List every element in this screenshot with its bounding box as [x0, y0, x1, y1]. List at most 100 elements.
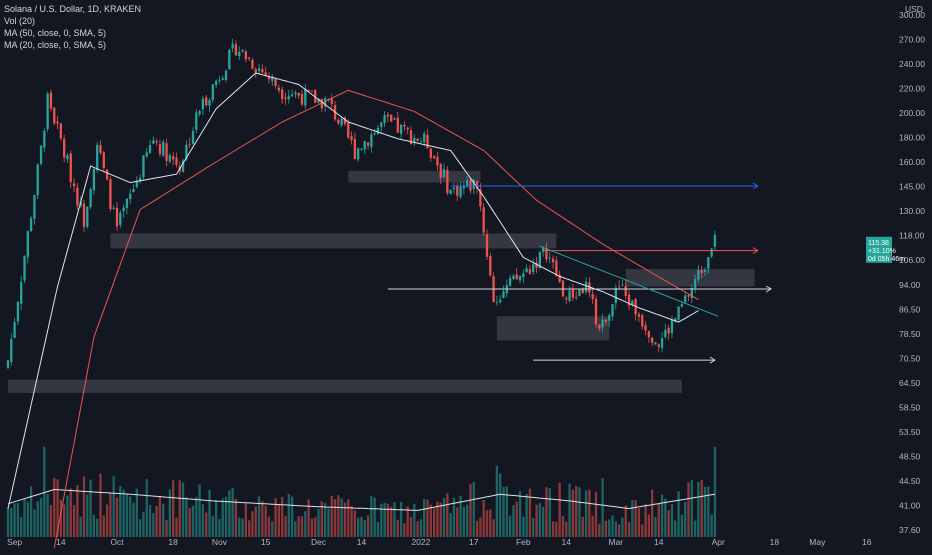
candle-body: [343, 117, 347, 124]
zone-0: [110, 233, 557, 249]
time-tick-label: Sep: [7, 537, 22, 547]
volume-bar: [119, 486, 122, 537]
time-tick-label: Oct: [110, 537, 124, 547]
candle-body: [423, 133, 426, 143]
candle-body: [66, 155, 69, 160]
time-tick-label: 17: [469, 537, 479, 547]
time-tick-label: 14: [357, 537, 367, 547]
candle-body: [413, 137, 416, 143]
candle-body: [541, 247, 545, 252]
volume-bar: [33, 509, 36, 537]
candle-body: [198, 110, 201, 115]
price-tick-label: 37.60: [899, 525, 921, 535]
candle-body: [528, 269, 532, 274]
candle-body: [251, 59, 254, 69]
candle-body: [6, 360, 10, 368]
candle-body: [390, 114, 393, 122]
candle-body: [162, 141, 165, 156]
candle-body: [535, 262, 538, 268]
candle-body: [142, 155, 145, 178]
volume-bar: [112, 476, 115, 537]
candle-body: [532, 264, 535, 273]
candle-body: [330, 98, 333, 104]
volume-bar: [627, 522, 631, 537]
volume-bar: [241, 518, 244, 537]
candle-body: [561, 280, 565, 297]
candle-body: [588, 282, 591, 293]
candle-body: [158, 144, 162, 155]
volume-bar: [703, 486, 707, 537]
candle-body: [155, 141, 158, 143]
candle-body: [677, 306, 680, 320]
volume-bar: [155, 505, 158, 537]
volume-bar: [485, 510, 489, 537]
zones-layer: [8, 170, 755, 393]
candle-body: [644, 325, 647, 331]
candle-body: [337, 119, 340, 124]
candle-body: [697, 270, 700, 280]
volume-bar: [604, 520, 608, 537]
volume-bar: [66, 495, 69, 537]
volume-bar: [323, 502, 327, 537]
candle-body: [205, 97, 208, 106]
candle-body: [218, 80, 221, 81]
candle-body: [175, 157, 178, 165]
volume-bar: [558, 482, 561, 537]
candle-body: [601, 319, 604, 328]
time-tick-label: Nov: [212, 537, 228, 547]
volume-bar: [79, 516, 82, 537]
volume-bar: [617, 524, 621, 537]
volume-bar: [69, 488, 72, 537]
volume-bar: [211, 516, 214, 537]
candle-body: [657, 344, 660, 347]
volume-bar: [568, 483, 571, 537]
volume-bar: [333, 499, 337, 537]
candle-body: [419, 141, 423, 143]
time-tick-label: 18: [168, 537, 178, 547]
candle-body: [452, 187, 456, 190]
candle-body: [654, 342, 657, 345]
volume-bar: [16, 503, 20, 537]
volume-bar: [611, 515, 614, 537]
volume-bar: [231, 487, 234, 537]
candle-body: [274, 77, 277, 86]
candle-body: [512, 275, 515, 280]
volume-layer: [6, 446, 717, 537]
candle-body: [432, 156, 436, 159]
candle-body: [228, 49, 231, 70]
candle-body: [86, 206, 89, 227]
volume-bar: [482, 499, 485, 537]
volume-bar: [621, 517, 624, 537]
candle-body: [317, 98, 320, 103]
volume-bar: [277, 504, 281, 537]
candle-body: [99, 144, 102, 153]
volume-bar: [162, 503, 165, 537]
volume-bar: [267, 516, 271, 537]
candle-body: [363, 141, 366, 150]
volume-bar: [495, 465, 499, 537]
candle-body: [287, 95, 290, 100]
candle-body: [314, 89, 317, 103]
candle-body: [109, 179, 112, 210]
candle-body: [651, 337, 654, 343]
last-price-text: 0d 05h 46m: [868, 256, 905, 263]
candle-body: [238, 52, 241, 57]
volume-bar: [396, 519, 399, 537]
time-tick-label: Apr: [712, 537, 725, 547]
volume-bar: [201, 504, 205, 537]
candle-body: [59, 123, 63, 139]
volume-bar: [224, 496, 228, 537]
candle-body: [439, 164, 442, 178]
candle-body: [710, 248, 713, 257]
volume-bar: [254, 506, 257, 537]
candle-body: [482, 207, 485, 233]
candle-body: [129, 193, 132, 200]
candle-body: [707, 257, 710, 269]
volume-bar: [320, 501, 323, 537]
candle-body: [145, 152, 148, 157]
volume-bar: [307, 499, 310, 537]
candle-body: [687, 295, 690, 297]
volume-bar: [416, 521, 419, 537]
